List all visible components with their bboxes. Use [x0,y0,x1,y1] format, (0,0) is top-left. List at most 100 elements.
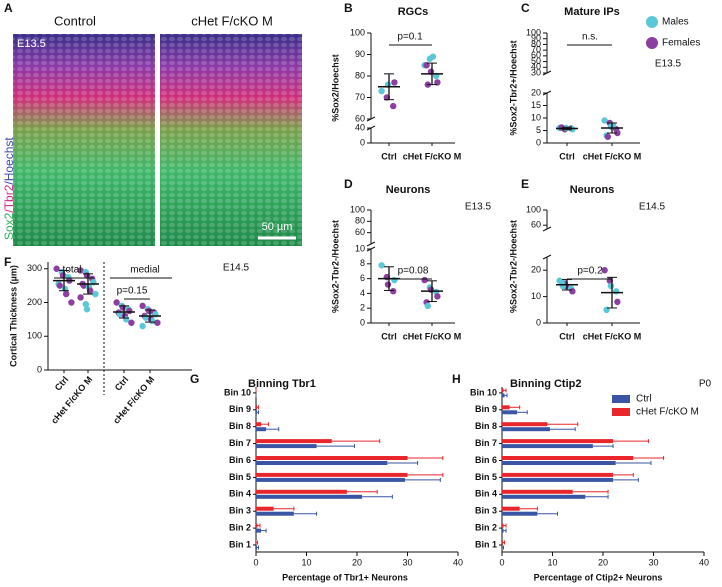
bar [502,393,505,398]
stain: Sox2 [2,212,16,240]
y-tick-label: Bin 7 [475,438,497,448]
x-tick-label: Ctrl [113,374,131,392]
annotation: p=0.15 [117,286,148,297]
y-tick-label: 50 [531,56,541,66]
bar [256,477,405,482]
data-point [434,293,441,300]
y-tick-label: Bin 1 [229,539,251,549]
y-tick-label: Bin 4 [229,489,251,499]
data-point [601,117,608,124]
chart-title: Mature IPs [564,6,620,18]
y-tick-label: Bin 5 [229,472,251,482]
y-tick-label: 0 [37,364,42,374]
y-tick-label: Bin 10 [224,387,251,397]
bar [502,422,548,427]
panel-letter: B [344,1,353,15]
micrograph-texture [160,34,302,246]
y-tick-label: 60 [355,113,365,123]
data-point [390,102,397,110]
bar [256,405,258,410]
axis-break [366,125,376,131]
x-tick-label: cHet F/cKO M [583,331,642,341]
legend-label: Males [662,17,689,28]
bar [502,472,614,477]
y-tick-label: 2 [360,303,365,313]
data-point [378,262,385,269]
y-tick-label: 6 [360,273,365,283]
y-tick-label: 80 [355,70,365,80]
y-axis-label: %Sox2/Hoechst [330,54,340,122]
chart-title: Neurons [570,184,615,196]
bar [256,494,363,499]
panel-letter: D [344,177,353,191]
y-tick-label: 10 [531,112,541,122]
legend-label: Ctrl [636,394,652,405]
y-tick-label: 8 [360,258,365,268]
chart-title: Neurons [386,184,431,196]
data-point [429,53,437,60]
annotation: E14.5 [639,202,666,213]
x-tick-label: 10 [301,557,311,567]
y-tick-label: 90 [355,49,365,59]
y-tick-label: Bin 7 [229,438,251,448]
data-point [559,282,566,290]
y-tick-label: Bin 10 [470,387,497,397]
legend-label: cHet F/cKO M [636,407,699,418]
data-point [614,298,621,306]
y-axis-label: %Sox2-Tbr2-/Hoechst [508,220,518,313]
legend-swatch [612,408,630,416]
stage-label: E13.5 [17,38,46,50]
data-point [56,282,63,289]
data-point [92,290,99,298]
panel-letter: C [521,1,530,15]
y-tick-label: Bin 2 [475,522,497,532]
data-point [113,299,120,306]
stain: /Tbr2 [2,184,16,212]
data-point [83,306,91,313]
y-tick-label: 100 [350,204,365,214]
data-point [391,276,398,284]
data-point [77,267,84,274]
x-axis-label: Percentage of Ctip2+ Neurons [534,572,663,582]
legend-swatch [612,395,630,403]
data-point [434,79,441,86]
data-point [601,267,608,274]
data-point [424,302,431,310]
bar [502,444,593,449]
y-tick-label: Bin 8 [229,421,251,431]
bar [256,456,408,460]
y-tick-label: Bin 3 [229,506,251,516]
y-tick-label: 0 [536,317,541,327]
data-point [128,319,135,326]
data-point [569,288,576,295]
x-tick-label: 40 [453,557,463,567]
legend-marker [646,37,658,49]
y-tick-label: 10 [355,243,365,253]
y-axis-label: %Sox2-Tbr2+/Hoechst [508,40,518,135]
bar [256,439,332,444]
bar [502,528,504,533]
y-tick-label: 10 [531,291,541,301]
x-tick-label: 0 [499,557,504,567]
bar [256,427,267,432]
bar [502,388,504,393]
y-tick-label: Bin 9 [229,404,251,414]
bar [256,461,388,465]
data-point [126,307,133,315]
image-label: Control [54,13,96,28]
x-tick-label: Ctrl [559,151,575,161]
data-point [53,265,60,272]
bar [256,528,262,533]
y-tick-label: 100 [27,331,42,341]
x-tick-label: 30 [402,557,412,567]
data-point [613,288,620,295]
bar [256,422,262,427]
data-point [116,311,124,318]
x-tick-label: 0 [253,557,258,567]
x-tick-label: 20 [598,557,608,567]
y-tick-label: 20 [531,87,541,97]
y-tick-label: Bin 6 [475,455,497,465]
y-tick-label: 0 [360,317,365,327]
y-tick-label: 5 [536,125,541,135]
